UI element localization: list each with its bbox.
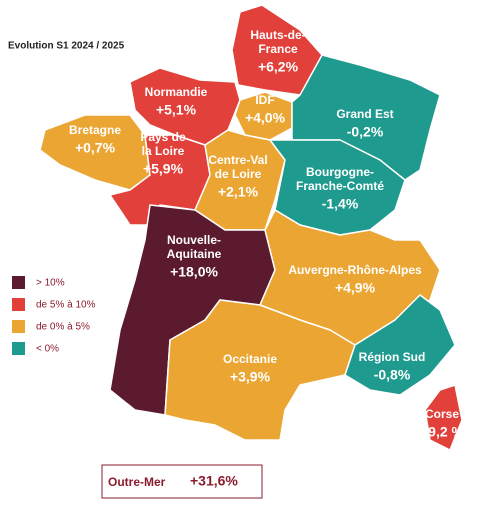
region-value: +4,9% (335, 280, 376, 296)
region-value: -1,4% (322, 196, 359, 212)
region-value: +6,2% (258, 59, 299, 75)
legend-swatch (12, 276, 25, 289)
regions: Hauts-de-France +6,2% Normandie +5,1% IDF +4,… (39, 4, 465, 451)
region-name: la Loire (142, 144, 185, 158)
legend-label: > 10% (36, 278, 65, 289)
region-name: Région Sud (359, 350, 426, 364)
region-name: Hauts-de- (250, 28, 305, 42)
outre-mer-name: Outre-Mer (108, 475, 166, 489)
region-value: -0,8% (374, 367, 411, 383)
region (234, 91, 293, 141)
region-value: +18,0% (170, 264, 218, 280)
region (269, 139, 406, 236)
region-name: Aquitaine (167, 247, 222, 261)
region-name: Nouvelle- (167, 233, 221, 247)
region-value: +9,2 % (420, 424, 465, 440)
legend: > 10% de 5% à 10% de 0% à 5% < 0% (12, 276, 96, 355)
legend-label: de 0% à 5% (36, 322, 90, 333)
region-name: Normandie (145, 85, 208, 99)
title: Evolution S1 2024 / 2025 (8, 41, 125, 52)
region-name: Corse (425, 407, 459, 421)
region-name: Bourgogne- (306, 165, 374, 179)
outre-mer-value: +31,6% (190, 473, 238, 489)
region-value: +4,0% (245, 110, 286, 126)
region-name: Pays de (140, 130, 186, 144)
region-value: -0,2% (347, 124, 384, 140)
region (344, 294, 456, 396)
legend-swatch (12, 320, 25, 333)
region-value: +3,9% (230, 369, 271, 385)
region-name: France (258, 42, 298, 56)
region-name: Auvergne-Rhône-Alpes (288, 263, 422, 277)
region-name: Occitanie (223, 352, 277, 366)
region-value: +5,1% (156, 102, 197, 118)
region-name: Grand Est (336, 107, 393, 121)
legend-label: < 0% (36, 344, 59, 355)
legend-label: de 5% à 10% (36, 300, 96, 311)
region-value: +0,7% (75, 140, 116, 156)
outre-mer-box (101, 464, 263, 499)
region-name: de Loire (215, 167, 262, 181)
region-name: Franche-Comté (296, 179, 384, 193)
region-value: +2,1% (218, 184, 259, 200)
legend-swatch (12, 298, 25, 311)
region-name: IDF (255, 93, 274, 107)
region (194, 129, 286, 231)
region (424, 384, 463, 451)
region-value: +5,9% (143, 161, 184, 177)
region-name: Bretagne (69, 123, 121, 137)
legend-swatch (12, 342, 25, 355)
region-name: Centre-Val (208, 153, 267, 167)
